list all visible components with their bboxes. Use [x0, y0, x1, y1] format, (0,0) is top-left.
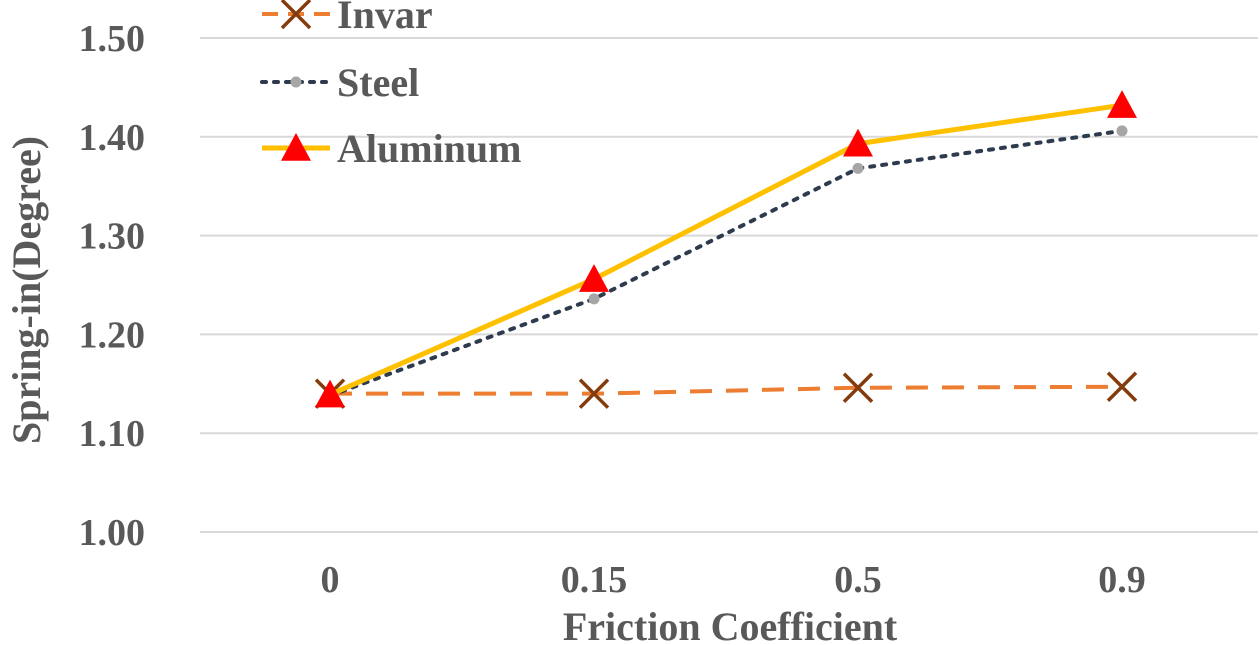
y-tick-label: 1.50 — [79, 18, 146, 60]
legend-marker — [290, 76, 302, 88]
y-axis-title: Spring-in(Degree) — [4, 136, 49, 444]
x-tick-label: 0.5 — [834, 559, 882, 601]
data-point — [579, 264, 609, 292]
series-invar — [314, 371, 1138, 409]
data-point — [852, 162, 864, 174]
series-line — [328, 102, 1123, 397]
legend-item-aluminum: Aluminum — [262, 126, 522, 171]
legend-marker — [280, 0, 312, 30]
x-axis-title: Friction Coefficient — [563, 604, 898, 645]
x-axis-tick-labels: 0 0.15 0.5 0.9 — [321, 559, 1146, 601]
legend-label: Aluminum — [337, 126, 522, 171]
data-point — [842, 372, 874, 403]
series-aluminum — [315, 90, 1137, 408]
legend: Invar Steel Aluminum — [260, 0, 522, 171]
data-point — [1107, 90, 1137, 118]
y-tick-label: 1.20 — [79, 314, 146, 356]
x-tick-label: 0.9 — [1098, 559, 1146, 601]
x-tick-label: 0.15 — [561, 559, 628, 601]
legend-marker — [281, 133, 311, 161]
data-point — [1106, 371, 1138, 403]
data-point — [315, 379, 345, 408]
data-point — [1116, 125, 1128, 137]
x-tick-label: 0 — [321, 559, 340, 601]
series-group — [314, 90, 1138, 409]
series-line — [330, 384, 1123, 396]
y-tick-label: 1.10 — [79, 413, 146, 455]
y-tick-label: 1.40 — [79, 117, 146, 159]
y-axis-tick-labels: 1.00 1.10 1.20 1.30 1.40 1.50 — [79, 18, 146, 554]
legend-item-invar: Invar — [262, 0, 433, 37]
data-point — [843, 128, 873, 157]
series-line — [328, 128, 1124, 398]
grid-lines — [200, 37, 1258, 533]
legend-label: Invar — [337, 0, 433, 37]
legend-label: Steel — [337, 60, 419, 105]
y-tick-label: 1.30 — [79, 216, 146, 258]
data-point — [588, 293, 600, 305]
y-tick-label: 1.00 — [79, 512, 146, 554]
data-point — [578, 378, 610, 409]
legend-item-steel: Steel — [260, 60, 419, 105]
